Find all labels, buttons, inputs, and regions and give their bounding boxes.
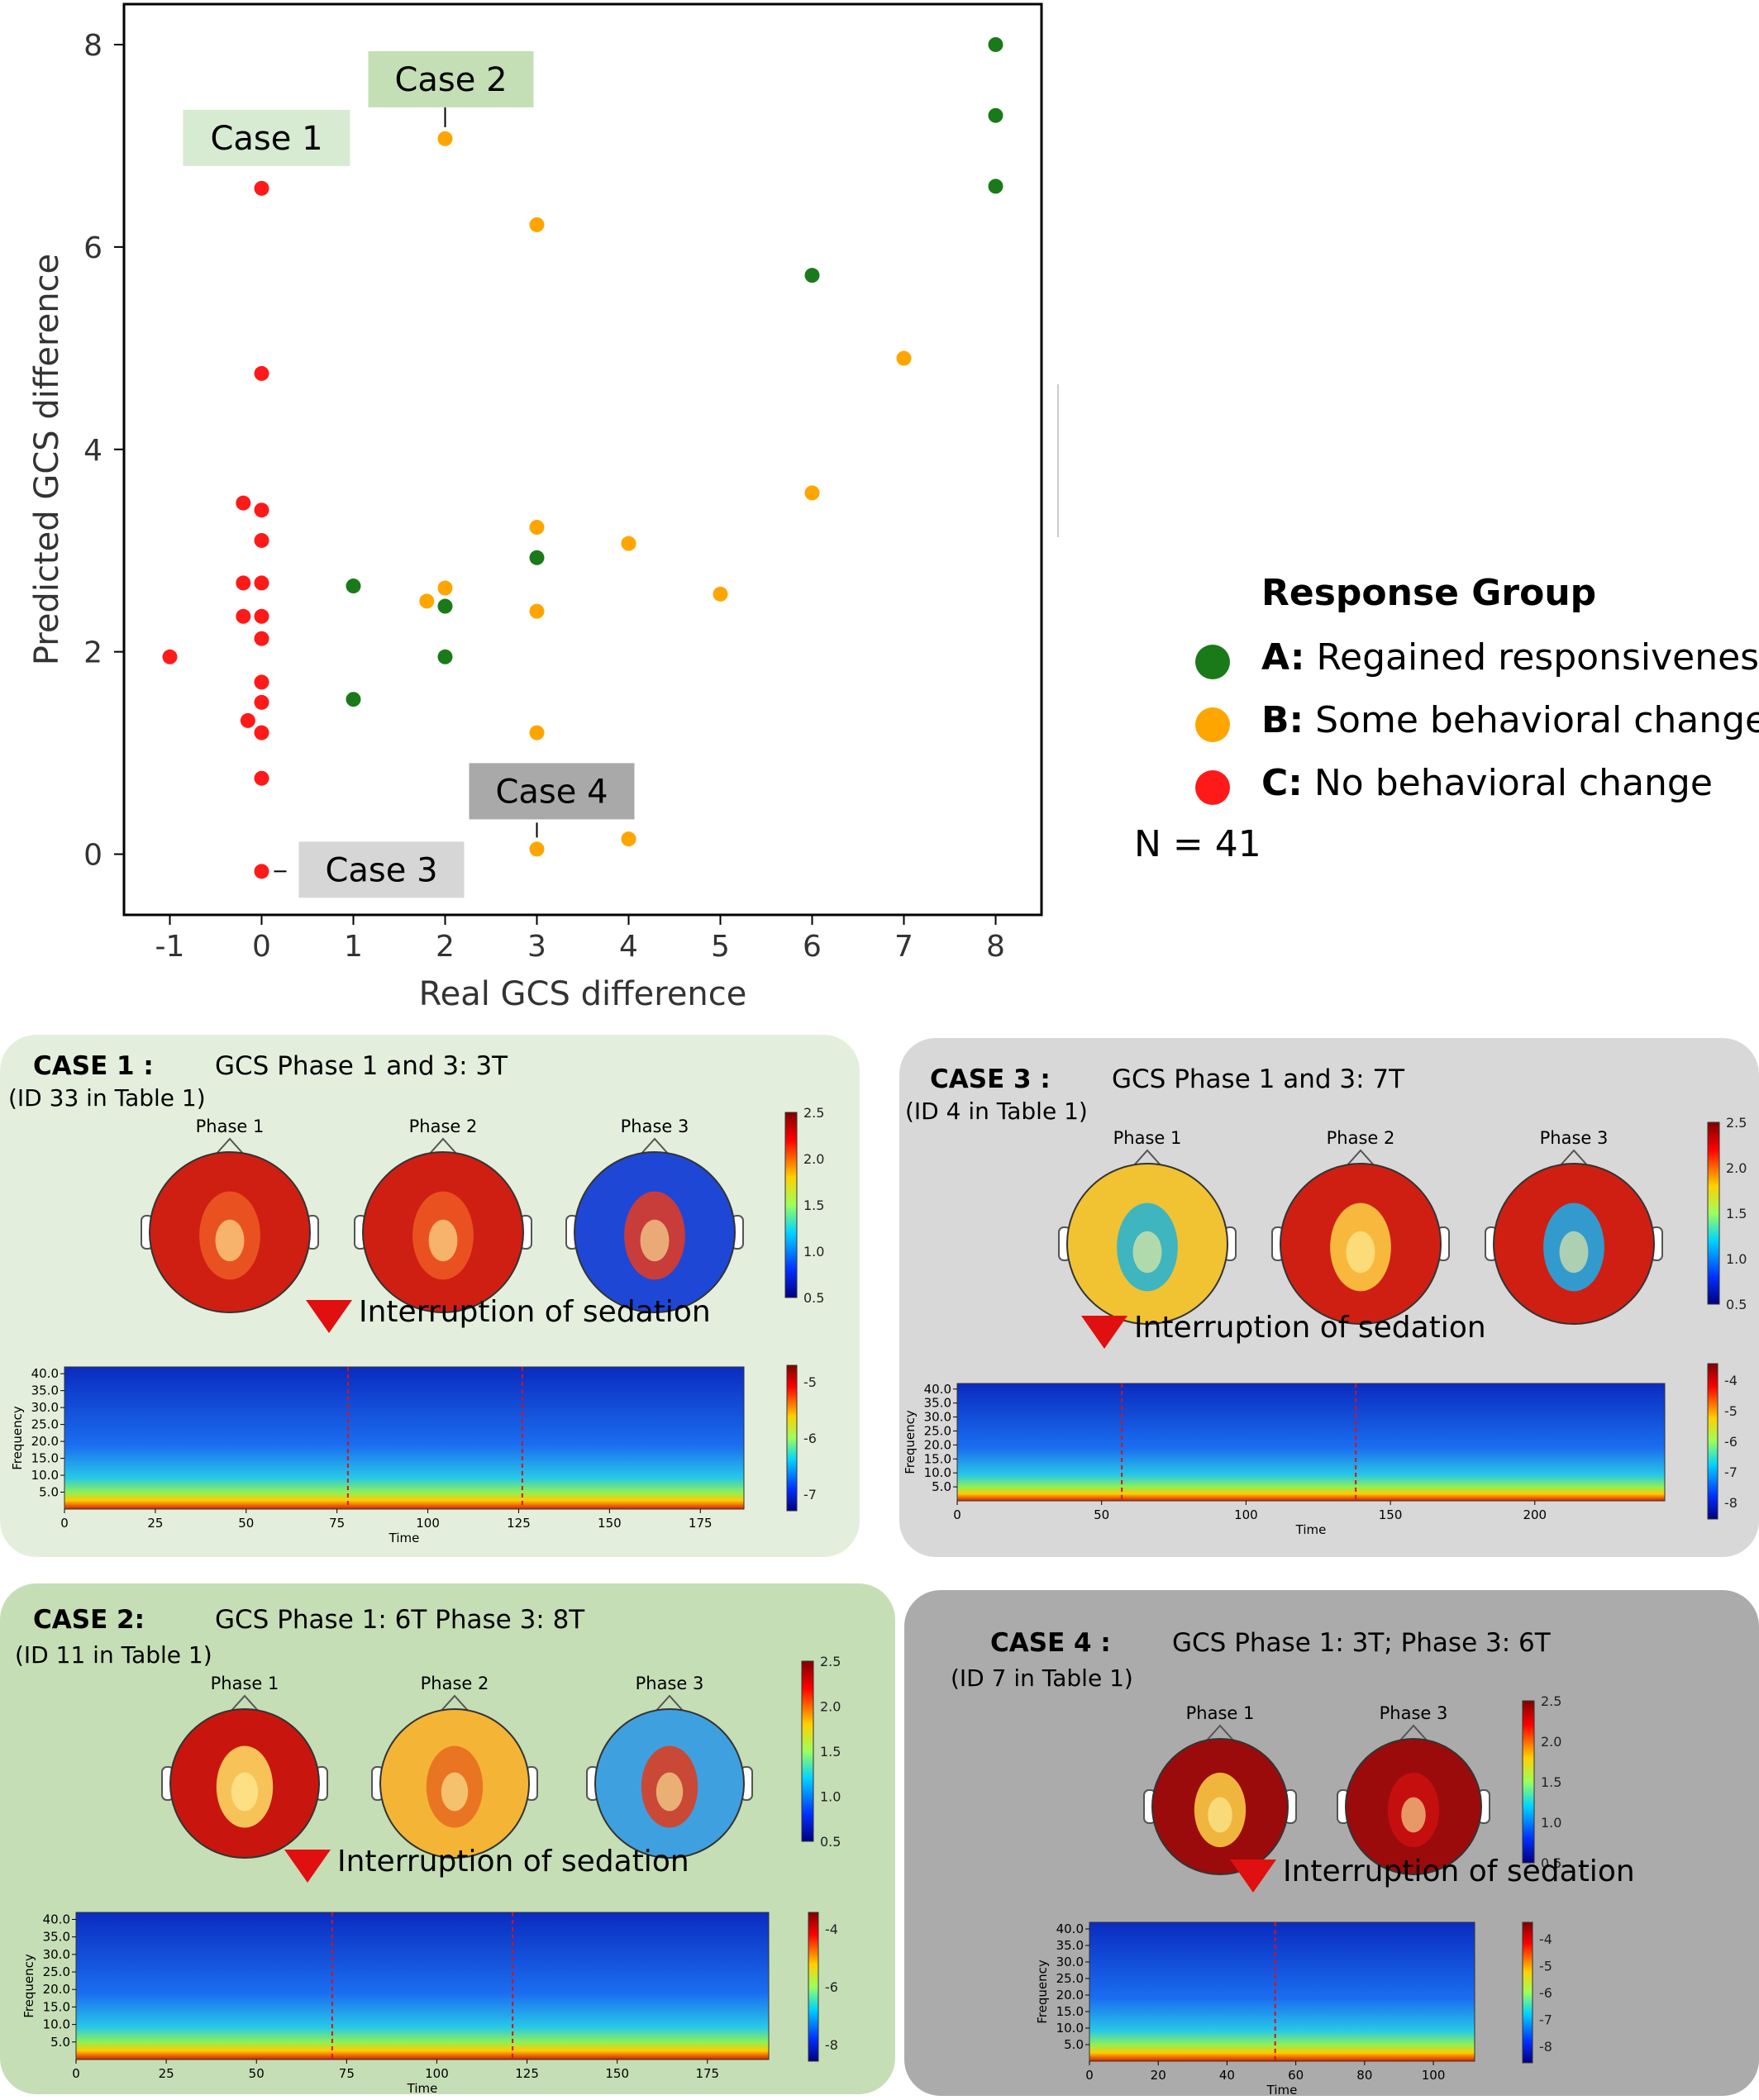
scatter-point xyxy=(529,520,545,536)
scatter-point xyxy=(804,268,820,283)
scatter-point xyxy=(713,586,728,602)
y-tick-label: 2 xyxy=(83,636,102,670)
scatter-point xyxy=(240,712,255,728)
scatter-point xyxy=(621,831,636,847)
scatter-point xyxy=(254,694,269,710)
scatter-point xyxy=(346,692,361,707)
scatter-point xyxy=(419,593,435,609)
scatter-point xyxy=(437,131,453,146)
scatter-point xyxy=(254,532,269,548)
y-tick-label: 6 xyxy=(83,231,102,265)
scatter-point xyxy=(254,631,269,646)
scatter-point xyxy=(346,579,361,594)
scatter-point xyxy=(804,485,820,501)
x-tick-label: 3 xyxy=(527,930,546,964)
case-table-ref: (ID 11 in Table 1) xyxy=(15,1641,212,1669)
scatter-point xyxy=(437,649,453,664)
interruption-label: Interruption of sedation xyxy=(337,1845,689,1879)
scatter-point xyxy=(254,365,269,381)
y-tick-label: 0 xyxy=(83,839,102,873)
x-tick-label: 8 xyxy=(986,930,1005,964)
y-axis-label: Predicted GCS difference xyxy=(28,254,66,665)
case-table-ref: (ID 33 in Table 1) xyxy=(8,1084,206,1112)
annotation-label: Case 2 xyxy=(394,61,507,99)
plot-frame xyxy=(122,2,1043,917)
scatter-point xyxy=(988,179,1003,194)
scatter-point xyxy=(236,608,251,624)
scatter-point xyxy=(529,841,545,857)
scatter-point xyxy=(236,495,251,511)
annotation-label: Case 1 xyxy=(210,120,322,158)
scatter-point xyxy=(236,575,251,591)
interruption-label: Interruption of sedation xyxy=(1283,1855,1635,1888)
x-tick-label: 7 xyxy=(894,930,913,964)
annotation-box xyxy=(183,109,350,166)
scatter-point xyxy=(529,603,545,619)
case-table-ref: (ID 7 in Table 1) xyxy=(951,1664,1133,1692)
legend-item-c: C: No behavioral change xyxy=(1261,762,1713,804)
scatter-point xyxy=(437,598,453,614)
scatter-point xyxy=(529,550,545,565)
annotation-label: Case 4 xyxy=(495,773,608,811)
scatter-point xyxy=(162,649,178,664)
x-tick-label: 4 xyxy=(619,930,638,964)
annotation-label: Case 3 xyxy=(325,851,437,889)
interruption-label: Interruption of sedation xyxy=(359,1295,711,1329)
scatter-point xyxy=(254,575,269,591)
case-gcs-label: GCS Phase 1: 6T Phase 3: 8T xyxy=(215,1605,585,1635)
scatter-point xyxy=(896,350,912,366)
legend-item-b: B: Some behavioral change xyxy=(1261,699,1759,741)
case-title: CASE 3 : xyxy=(930,1064,1051,1094)
legend-dot-a xyxy=(1195,645,1230,679)
scatter-point xyxy=(529,217,545,232)
scatter-point xyxy=(988,107,1003,123)
case-title: CASE 2: xyxy=(33,1605,145,1635)
x-tick-label: 0 xyxy=(252,930,271,964)
x-tick-label: 2 xyxy=(436,930,455,964)
x-tick-label: 6 xyxy=(803,930,822,964)
x-tick-label: -1 xyxy=(155,930,185,964)
scatter-point xyxy=(254,502,269,518)
case-title: CASE 1 : xyxy=(33,1051,154,1081)
annotation-box xyxy=(298,841,465,898)
sample-size-label: N = 41 xyxy=(1134,823,1261,865)
x-axis-label: Real GCS difference xyxy=(419,975,747,1013)
interruption-label: Interruption of sedation xyxy=(1134,1311,1486,1345)
case-table-ref: (ID 4 in Table 1) xyxy=(905,1098,1088,1125)
y-tick-label: 4 xyxy=(83,434,102,468)
annotation-box xyxy=(368,50,534,107)
legend-title: Response Group xyxy=(1261,572,1597,614)
scatter-point xyxy=(254,725,269,740)
legend-dot-b xyxy=(1195,707,1230,742)
legend-dot-c xyxy=(1195,770,1230,805)
annotation-box xyxy=(469,763,635,820)
scatter-point xyxy=(621,536,636,551)
case-title: CASE 4 : xyxy=(990,1628,1111,1658)
case-gcs-label: GCS Phase 1: 3T; Phase 3: 6T xyxy=(1172,1628,1551,1658)
scatter-point xyxy=(529,725,545,740)
x-tick-label: 1 xyxy=(344,930,363,964)
scatter-point xyxy=(437,580,453,596)
scatter-plot: -1 0 1 2 3 4 5 6 7 8 0 2 4 6 8 Case 1 Case 2 Case 3 Case… xyxy=(28,2,1059,1013)
scatter-point xyxy=(254,864,269,879)
scatter-point xyxy=(254,608,269,624)
scatter-point xyxy=(254,180,269,196)
scatter-point xyxy=(254,674,269,690)
scatter-point xyxy=(988,36,1003,52)
scatter-point xyxy=(254,770,269,786)
legend-item-a: A: Regained responsiveness xyxy=(1261,636,1759,679)
x-tick-label: 5 xyxy=(711,930,730,964)
case-gcs-label: GCS Phase 1 and 3: 3T xyxy=(215,1051,508,1081)
case-gcs-label: GCS Phase 1 and 3: 7T xyxy=(1112,1064,1405,1094)
y-tick-label: 8 xyxy=(83,29,102,63)
